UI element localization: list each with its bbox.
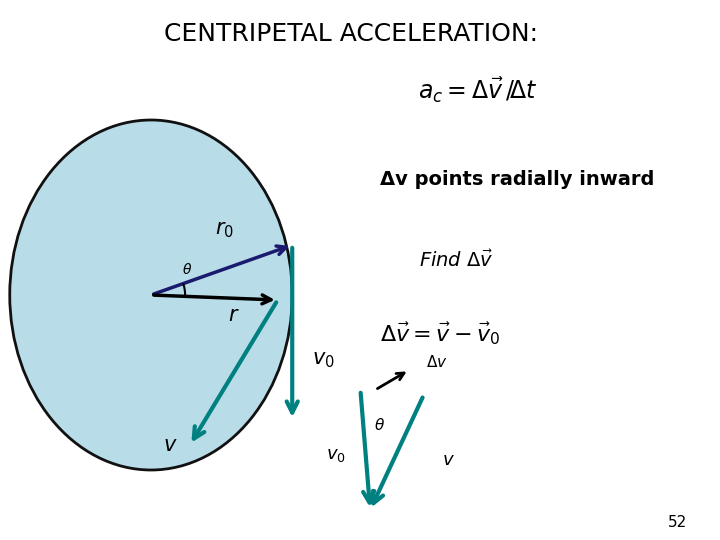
Text: Δv points radially inward: Δv points radially inward	[380, 170, 654, 189]
Text: $\Delta\vec{v} = \vec{v} - \vec{v}_0$: $\Delta\vec{v} = \vec{v} - \vec{v}_0$	[380, 320, 500, 347]
Text: $a_c = \Delta\vec{v}\,/\!\Delta t$: $a_c = \Delta\vec{v}\,/\!\Delta t$	[418, 75, 537, 105]
Text: Find $\Delta\vec{v}$: Find $\Delta\vec{v}$	[419, 250, 494, 271]
Text: $\Delta v$: $\Delta v$	[426, 354, 447, 370]
Text: 52: 52	[667, 515, 687, 530]
Text: $v$: $v$	[163, 435, 178, 455]
Text: $v_0$: $v_0$	[312, 350, 335, 370]
Text: $v$: $v$	[441, 451, 454, 469]
Ellipse shape	[10, 120, 292, 470]
Text: $\theta$: $\theta$	[374, 417, 385, 433]
Text: $r_0$: $r_0$	[215, 220, 233, 240]
Text: $\theta$: $\theta$	[182, 262, 192, 278]
Text: CENTRIPETAL ACCELERATION:: CENTRIPETAL ACCELERATION:	[163, 22, 538, 46]
Text: $r$: $r$	[228, 305, 240, 325]
Text: $v_0$: $v_0$	[326, 446, 346, 464]
